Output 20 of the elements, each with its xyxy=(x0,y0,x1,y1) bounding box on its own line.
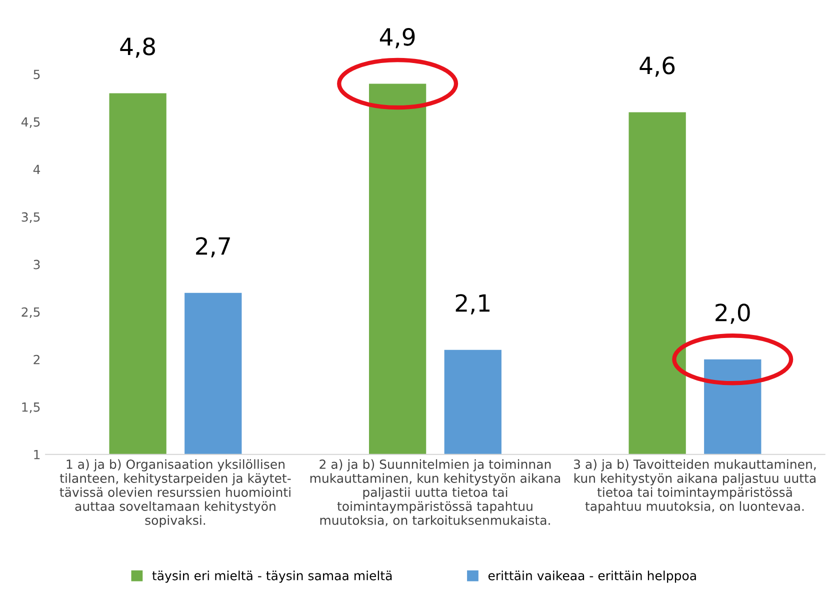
legend-label: täysin eri mieltä - täysin samaa mieltä xyxy=(152,570,392,583)
y-tick-label: 3 xyxy=(34,260,40,270)
y-tick-label: 2,5 xyxy=(22,307,40,318)
y-tick-label: 2 xyxy=(34,354,40,364)
x-tick-label: 1 a) ja b) Organisaation yksilöllisen tilanteen, kehitystarpeiden ja käytet- tävissä olevien resurssien huomiointi auttaa soveltamaan kehitystyön sopivaksi. xyxy=(60,459,291,528)
text: 2,0 xyxy=(716,304,750,324)
text: 2,7 xyxy=(196,237,230,258)
text: 2,1 xyxy=(456,294,490,314)
y-tick-label: 5 xyxy=(34,70,40,80)
y-tick-label: 1 xyxy=(34,450,40,460)
legend-label: erittäin vaikeaa - erittäin helppoa xyxy=(488,570,696,583)
x-tick-label: 3 a) ja b) Tavoitteiden mukauttaminen, kun kehitystyön aikana paljastuu uutta tietoa tai toimintaympäristössä tapahtuu muutoksia, on luontevaa. xyxy=(574,459,816,514)
y-tick-label: 4 xyxy=(33,164,40,174)
text: 4,8 xyxy=(120,37,155,58)
text: 4,9 xyxy=(380,28,415,48)
x-tick-label: 2 a) ja b) Suunnitelmien ja toiminnan mukauttaminen, kun kehitystyön aikana paljastii uutta tietoa tai toimintaympäristössä tapahtuu muutoksia, on tarkoituksenmukaista. xyxy=(310,459,560,526)
y-tick-label: 1,5 xyxy=(22,402,40,414)
y-tick-label: 3,5 xyxy=(22,212,40,224)
y-tick-label: 4,5 xyxy=(21,117,40,128)
text: 4,6 xyxy=(640,56,675,77)
